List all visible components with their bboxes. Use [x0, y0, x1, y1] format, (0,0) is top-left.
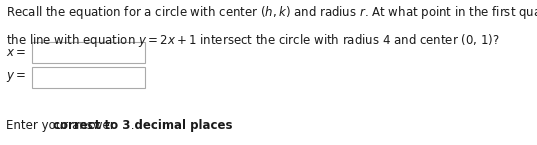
FancyBboxPatch shape — [32, 42, 145, 63]
Text: correct to 3 decimal places: correct to 3 decimal places — [53, 119, 233, 132]
Text: $y =$: $y =$ — [6, 70, 27, 84]
Text: the line with equation $y = 2x + 1$ intersect the circle with radius 4 and cente: the line with equation $y = 2x + 1$ inte… — [6, 32, 500, 49]
Text: .: . — [127, 119, 135, 132]
Text: $x =$: $x =$ — [6, 46, 27, 59]
Text: Recall the equation for a circle with center $(h, k)$ and radius $r$. At what po: Recall the equation for a circle with ce… — [6, 4, 537, 21]
Text: Enter your answer: Enter your answer — [6, 119, 119, 132]
FancyBboxPatch shape — [32, 67, 145, 88]
